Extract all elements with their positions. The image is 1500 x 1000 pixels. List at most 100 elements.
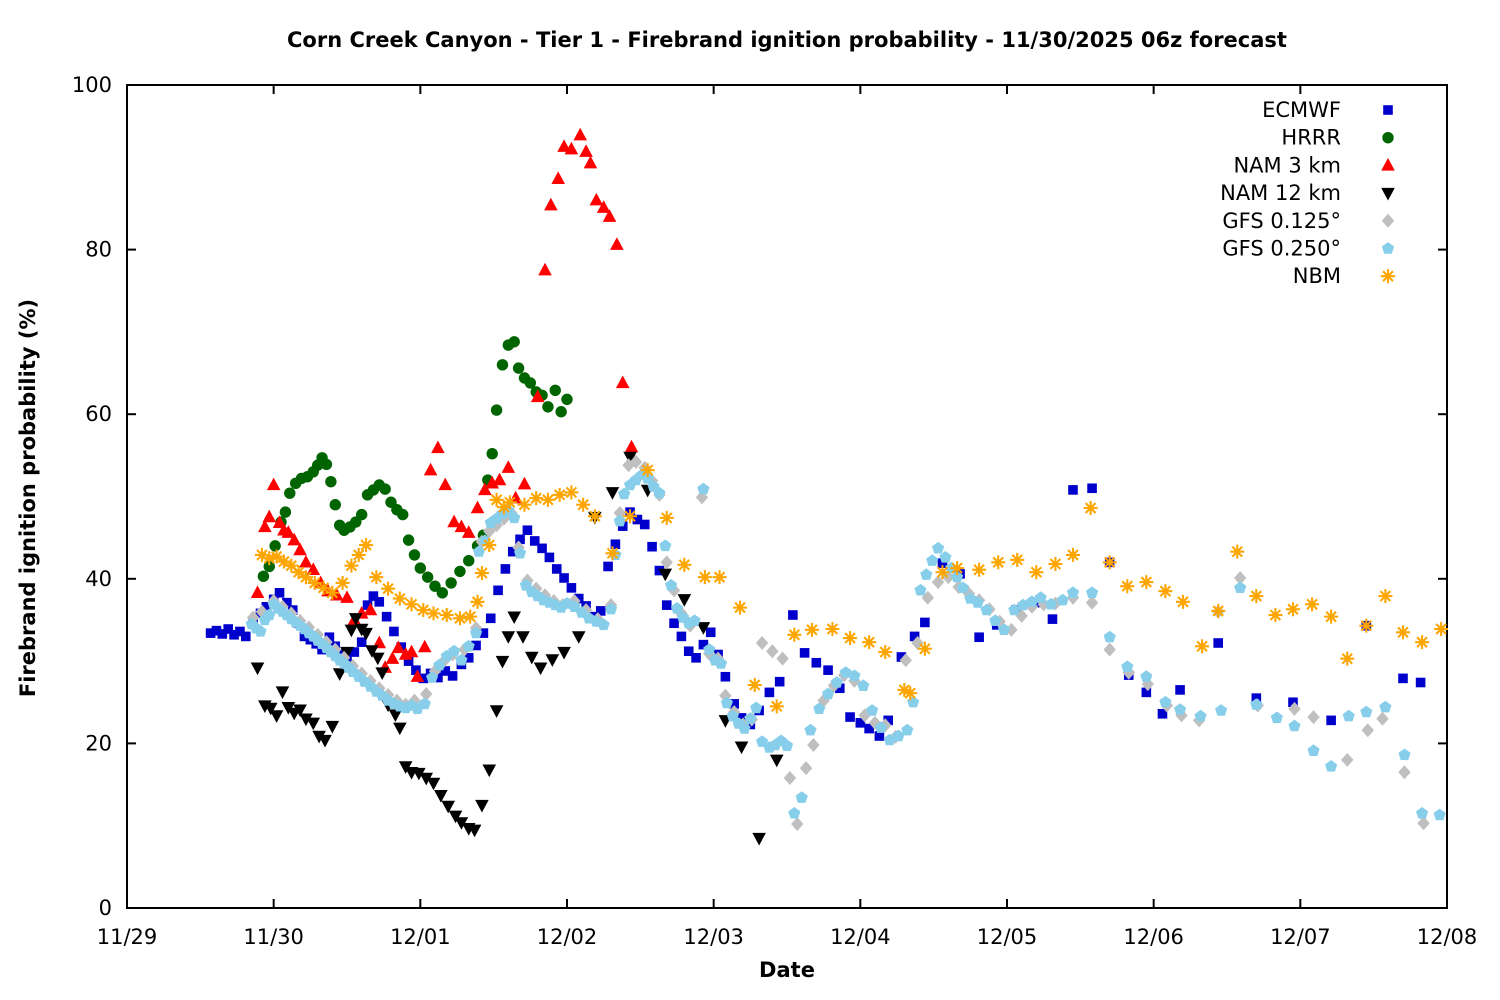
asterisk-glyph xyxy=(1416,636,1428,648)
data-point-marker xyxy=(325,720,340,734)
triangle-down-glyph xyxy=(332,668,347,681)
data-point-marker xyxy=(250,585,265,598)
asterisk-glyph xyxy=(713,571,726,583)
triangle-down-glyph xyxy=(467,824,482,838)
data-point-marker xyxy=(250,662,265,676)
data-point-marker xyxy=(421,571,434,583)
square-glyph xyxy=(896,652,907,662)
data-point-marker xyxy=(769,754,784,768)
data-point-marker xyxy=(436,587,449,599)
data-point-marker xyxy=(293,542,307,556)
data-point-marker xyxy=(392,591,407,606)
data-point-marker xyxy=(467,824,482,838)
data-point-marker xyxy=(1433,808,1446,821)
pentagon-glyph xyxy=(920,568,933,580)
triangle-up-glyph xyxy=(610,237,624,250)
data-point-marker xyxy=(855,718,866,728)
data-point-marker xyxy=(235,626,245,637)
data-point-marker xyxy=(542,401,554,413)
triangle-down-glyph xyxy=(495,655,510,669)
data-point-marker xyxy=(1140,670,1153,682)
data-point-marker xyxy=(269,710,284,723)
pentagon-glyph xyxy=(604,602,618,615)
pentagon-glyph xyxy=(1121,660,1134,672)
square-glyph xyxy=(229,629,239,640)
data-point-marker xyxy=(312,730,326,744)
square-glyph xyxy=(440,666,451,676)
pentagon-glyph xyxy=(1194,709,1207,722)
pentagon-glyph xyxy=(1234,581,1247,593)
diamond-glyph xyxy=(1381,213,1395,228)
data-point-marker xyxy=(261,601,272,612)
data-point-marker xyxy=(729,699,739,709)
square-glyph xyxy=(403,656,414,666)
data-point-marker xyxy=(478,482,492,496)
square-glyph xyxy=(507,546,518,557)
data-point-marker xyxy=(403,656,414,666)
data-point-marker xyxy=(1341,752,1354,767)
data-point-marker xyxy=(463,653,474,663)
data-point-marker xyxy=(359,538,374,553)
x-tick-label: 12/01 xyxy=(390,925,451,949)
data-point-marker xyxy=(972,562,987,577)
data-point-marker xyxy=(866,704,879,716)
asterisk-glyph xyxy=(285,559,297,572)
data-point-marker xyxy=(540,492,555,507)
pentagon-glyph xyxy=(1398,748,1411,761)
asterisk-glyph xyxy=(441,609,453,621)
square-glyph xyxy=(1047,614,1058,624)
triangle-up-glyph xyxy=(624,439,639,453)
data-point-marker xyxy=(461,525,476,538)
data-point-marker xyxy=(463,554,475,567)
data-point-marker xyxy=(764,687,775,698)
diamond-glyph xyxy=(799,761,813,776)
triangle-up-glyph xyxy=(266,477,281,491)
x-tick-label: 12/07 xyxy=(1270,925,1331,949)
data-point-marker xyxy=(281,525,296,538)
asterisk-glyph xyxy=(1030,566,1043,578)
data-point-marker xyxy=(426,777,441,791)
data-point-marker xyxy=(438,477,453,491)
circle-glyph xyxy=(414,562,427,574)
pentagon-glyph xyxy=(1086,586,1099,598)
triangle-down-glyph xyxy=(263,702,278,716)
data-point-marker xyxy=(756,735,769,747)
circle-glyph xyxy=(454,565,466,578)
pentagon-glyph xyxy=(641,472,654,484)
data-point-marker xyxy=(623,509,638,524)
triangle-down-glyph xyxy=(426,777,441,791)
pentagon-glyph xyxy=(1066,586,1080,598)
pentagon-glyph xyxy=(901,723,914,736)
triangle-up-glyph xyxy=(363,602,378,616)
data-point-marker xyxy=(336,648,346,659)
square-glyph xyxy=(774,676,785,687)
data-point-marker xyxy=(474,566,489,581)
square-glyph xyxy=(937,558,948,568)
data-point-marker xyxy=(263,608,276,621)
data-point-marker xyxy=(939,551,952,563)
data-point-marker xyxy=(1213,638,1223,648)
square-glyph xyxy=(603,561,613,572)
diamond-glyph xyxy=(1376,711,1389,726)
data-point-marker xyxy=(813,702,826,714)
triangle-down-glyph xyxy=(419,772,433,786)
pentagon-glyph xyxy=(568,600,581,612)
square-glyph xyxy=(537,543,547,554)
data-point-marker xyxy=(595,606,606,616)
diamond-glyph xyxy=(1141,677,1154,692)
data-point-marker xyxy=(654,565,665,576)
square-glyph xyxy=(381,611,392,622)
data-point-marker xyxy=(892,729,905,742)
pentagon-glyph xyxy=(1174,703,1187,715)
diamond-glyph xyxy=(530,581,543,596)
asterisk-glyph xyxy=(256,549,268,561)
data-point-marker xyxy=(557,646,571,660)
square-glyph xyxy=(974,632,984,643)
pentagon-glyph xyxy=(848,669,861,682)
triangle-up-glyph xyxy=(287,532,301,546)
data-point-marker xyxy=(951,570,964,583)
data-point-marker xyxy=(555,406,567,418)
data-point-marker xyxy=(1379,700,1392,713)
pentagon-glyph xyxy=(418,697,431,710)
data-point-marker xyxy=(508,511,521,524)
